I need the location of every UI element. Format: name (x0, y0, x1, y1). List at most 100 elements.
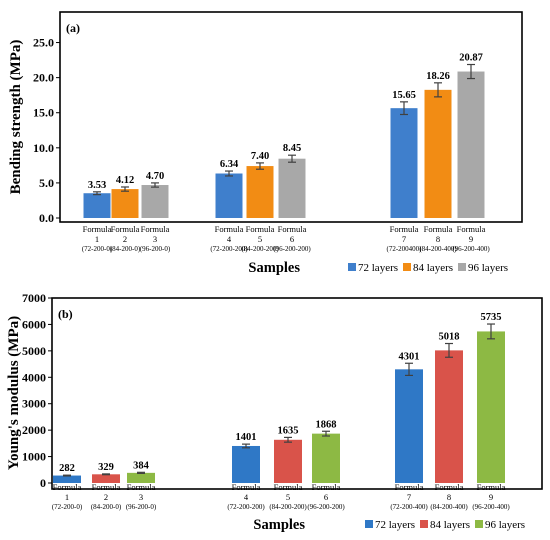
category-label: Formula (312, 482, 341, 492)
category-number: 5 (286, 492, 290, 502)
bar (141, 185, 169, 218)
data-label: 4.70 (146, 171, 164, 182)
category-sublabel: (84-200-200) (241, 245, 279, 253)
data-label: 329 (98, 462, 114, 473)
legend-label: 84 layers (413, 262, 453, 274)
category-number: 2 (123, 234, 127, 244)
category-number: 4 (227, 234, 232, 244)
bar (111, 189, 139, 218)
category-sublabel: (72-200-200) (210, 245, 248, 253)
category-sublabel: (84-200-0) (110, 245, 141, 253)
bar (83, 193, 111, 218)
y-tick-label: 10.0 (33, 141, 54, 155)
legend-label: 96 layers (468, 262, 508, 274)
bar (424, 89, 452, 219)
data-label: 5018 (439, 332, 460, 343)
category-number: 1 (95, 234, 99, 244)
category-number: 9 (469, 234, 473, 244)
bar (92, 474, 120, 483)
y-tick-label: 7000 (22, 291, 46, 305)
bar (477, 331, 505, 483)
bar (457, 71, 485, 218)
category-label: Formula (111, 224, 140, 234)
category-label: Formula (435, 482, 464, 492)
category-sublabel: (72-200-200) (227, 503, 265, 511)
category-label: Formula (477, 482, 506, 492)
bar (127, 472, 155, 483)
legend-label: 96 layers (485, 519, 525, 531)
plot-frame (51, 297, 543, 490)
category-sublabel: (96-200-200) (273, 245, 311, 253)
bar (274, 439, 302, 483)
bar (390, 108, 418, 218)
y-tick-label: 0.0 (39, 211, 54, 225)
y-tick-label: 3000 (22, 397, 46, 411)
category-label: Formula (246, 224, 275, 234)
legend-label: 72 layers (358, 262, 398, 274)
data-label: 7.40 (251, 151, 269, 162)
category-number: 8 (436, 234, 440, 244)
data-label: 8.45 (283, 143, 301, 154)
bar (215, 173, 243, 218)
category-number: 3 (139, 492, 143, 502)
category-label: Formula (390, 224, 419, 234)
data-label: 4.12 (116, 175, 134, 186)
y-tick-label: 0 (40, 476, 46, 490)
panel-label: (b) (58, 307, 73, 321)
category-sublabel: (96-200-400) (452, 245, 490, 253)
bar (278, 158, 306, 218)
legend-label: 72 layers (375, 519, 415, 531)
category-sublabel: (72-200-0) (82, 245, 113, 253)
category-label: Formula (53, 482, 82, 492)
bar (246, 166, 274, 218)
data-label: 5735 (481, 312, 502, 323)
y-tick-label: 2000 (22, 423, 46, 437)
category-sublabel: (84-200-400) (430, 503, 468, 511)
data-label: 1868 (316, 419, 337, 430)
category-label: Formula (215, 224, 244, 234)
category-number: 2 (104, 492, 108, 502)
category-number: 7 (402, 234, 406, 244)
data-label: 1401 (236, 432, 257, 443)
data-label: 18.26 (426, 71, 450, 82)
bar (435, 350, 463, 483)
legend-label: 84 layers (430, 519, 470, 531)
category-label: Formula (92, 482, 121, 492)
bar (395, 369, 423, 483)
legend-swatch (475, 520, 483, 528)
category-sublabel: (84-200-400) (419, 245, 457, 253)
category-sublabel: (72-200-400) (390, 503, 428, 511)
y-tick-label: 5.0 (39, 176, 54, 190)
plot-frame (59, 11, 523, 223)
x-axis-label: Samples (248, 260, 300, 276)
category-sublabel: (96-200-0) (140, 245, 171, 253)
category-number: 7 (407, 492, 411, 502)
category-label: Formula (457, 224, 486, 234)
legend-swatch (458, 263, 466, 271)
category-number: 6 (290, 234, 294, 244)
category-number: 1 (65, 492, 69, 502)
bar (312, 433, 340, 483)
category-sublabel: (96-200-400) (472, 503, 510, 511)
category-label: Formula (424, 224, 453, 234)
category-number: 6 (324, 492, 328, 502)
y-tick-label: 1000 (22, 450, 46, 464)
data-label: 4301 (399, 351, 420, 362)
y-tick-label: 5000 (22, 344, 46, 358)
panel-b-youngs-modulus: (b) 0 1000 2000 3000 4000 5000 6000 7000Young's … (6, 291, 543, 533)
category-sublabel: (72-200400) (387, 245, 423, 253)
category-sublabel: (84-200-200) (269, 503, 307, 511)
y-tick-label: 6000 (22, 317, 46, 331)
category-sublabel: (96-200-200) (307, 503, 345, 511)
y-axis-label: Bending strength (MPa) (8, 40, 24, 195)
y-tick-label: 4000 (22, 370, 46, 384)
data-label: 3.53 (88, 180, 106, 191)
category-label: Formula (83, 224, 112, 234)
category-sublabel: (72-200-0) (52, 503, 83, 511)
category-number: 5 (258, 234, 262, 244)
legend-swatch (348, 263, 356, 271)
y-tick-label: 25.0 (33, 36, 54, 50)
legend-swatch (403, 263, 411, 271)
x-axis-label: Samples (253, 517, 305, 533)
